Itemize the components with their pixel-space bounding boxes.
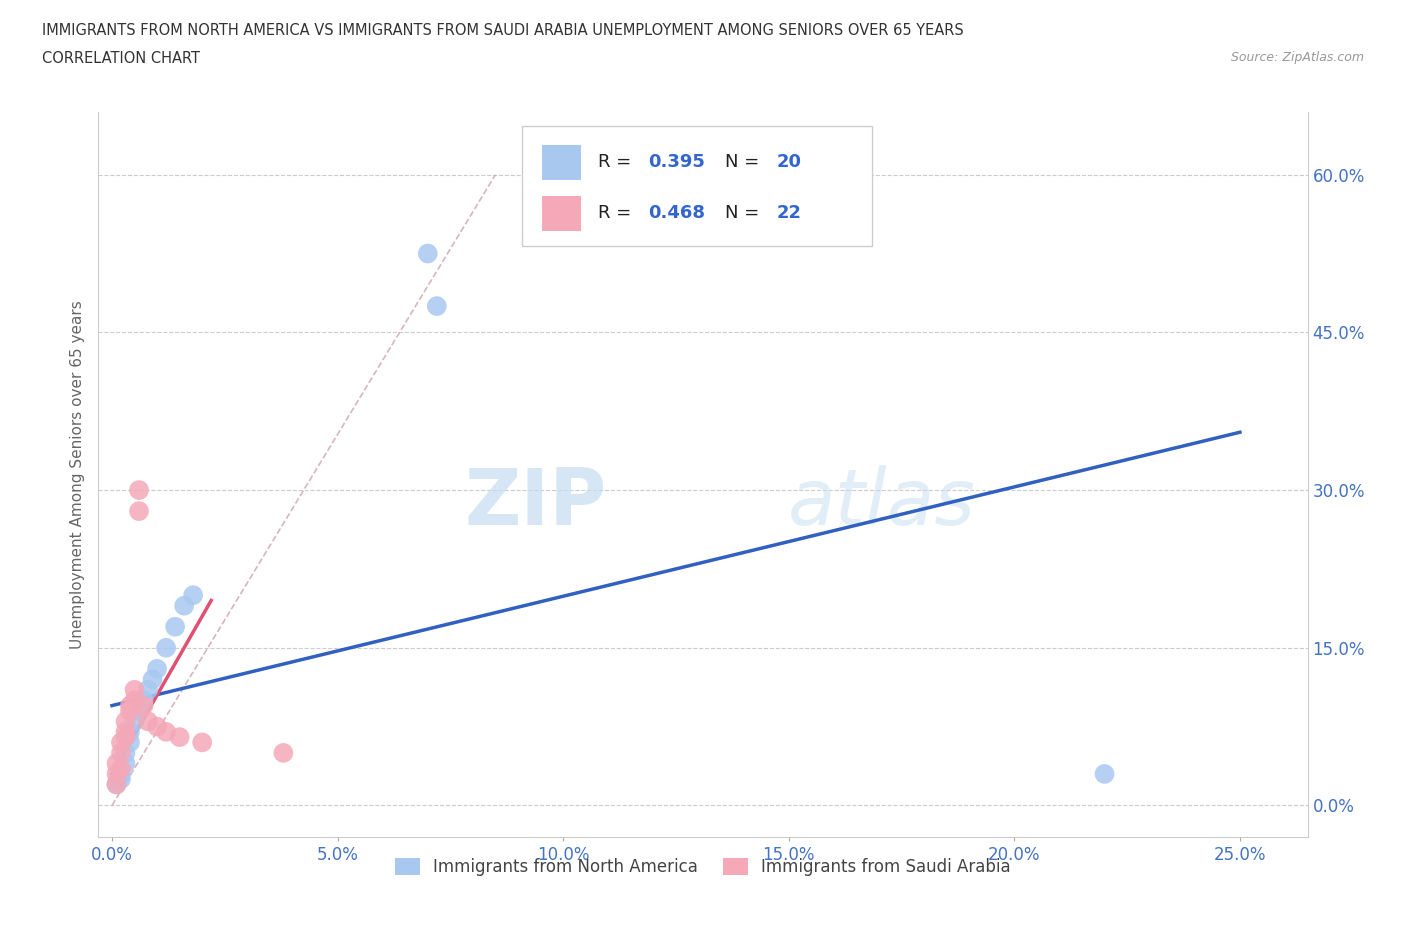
Point [118,735,141,750]
Point [105,777,128,791]
FancyBboxPatch shape [543,145,581,179]
Point [155,724,177,739]
Point [118,703,141,718]
Text: N =: N = [724,153,765,171]
Text: R =: R = [598,205,637,222]
Point [114,730,136,745]
Text: ZIP: ZIP [464,465,606,541]
Point [114,746,136,761]
Point [128,703,150,718]
Point [105,766,128,781]
Point [142,671,165,686]
Text: N =: N = [724,205,765,222]
Point [110,766,132,781]
Point [173,598,195,613]
Text: IMMIGRANTS FROM NORTH AMERICA VS IMMIGRANTS FROM SAUDI ARABIA UNEMPLOYMENT AMONG: IMMIGRANTS FROM NORTH AMERICA VS IMMIGRA… [42,23,965,38]
Text: 22: 22 [776,205,801,222]
Point [146,719,169,734]
Point [105,756,128,771]
Point [169,730,191,745]
Point [136,714,159,729]
Point [1094,766,1116,781]
Point [114,724,136,739]
Point [110,746,132,761]
Point [105,777,128,791]
FancyBboxPatch shape [543,195,581,231]
Point [110,735,132,750]
Point [416,246,439,261]
Point [181,588,204,603]
Text: 0.468: 0.468 [648,205,706,222]
Point [124,714,146,729]
Point [114,756,136,771]
Text: CORRELATION CHART: CORRELATION CHART [42,51,200,66]
Point [110,762,132,777]
Text: 20: 20 [776,153,801,171]
Point [273,746,295,761]
Legend: Immigrants from North America, Immigrants from Saudi Arabia: Immigrants from North America, Immigrant… [388,852,1018,883]
Point [136,683,159,698]
Point [128,504,150,519]
Point [124,683,146,698]
Point [132,698,155,713]
Point [191,735,214,750]
Point [165,619,187,634]
Text: 0.395: 0.395 [648,153,706,171]
Point [114,714,136,729]
Point [124,693,146,708]
Point [132,693,155,708]
Point [118,698,141,713]
Text: Source: ZipAtlas.com: Source: ZipAtlas.com [1230,51,1364,64]
Point [155,641,177,656]
Text: atlas: atlas [787,465,976,541]
FancyBboxPatch shape [522,126,872,246]
Point [128,483,150,498]
Point [118,724,141,739]
Point [426,299,449,313]
Point [110,772,132,787]
Point [146,661,169,676]
Text: R =: R = [598,153,637,171]
Y-axis label: Unemployment Among Seniors over 65 years: Unemployment Among Seniors over 65 years [69,300,84,649]
